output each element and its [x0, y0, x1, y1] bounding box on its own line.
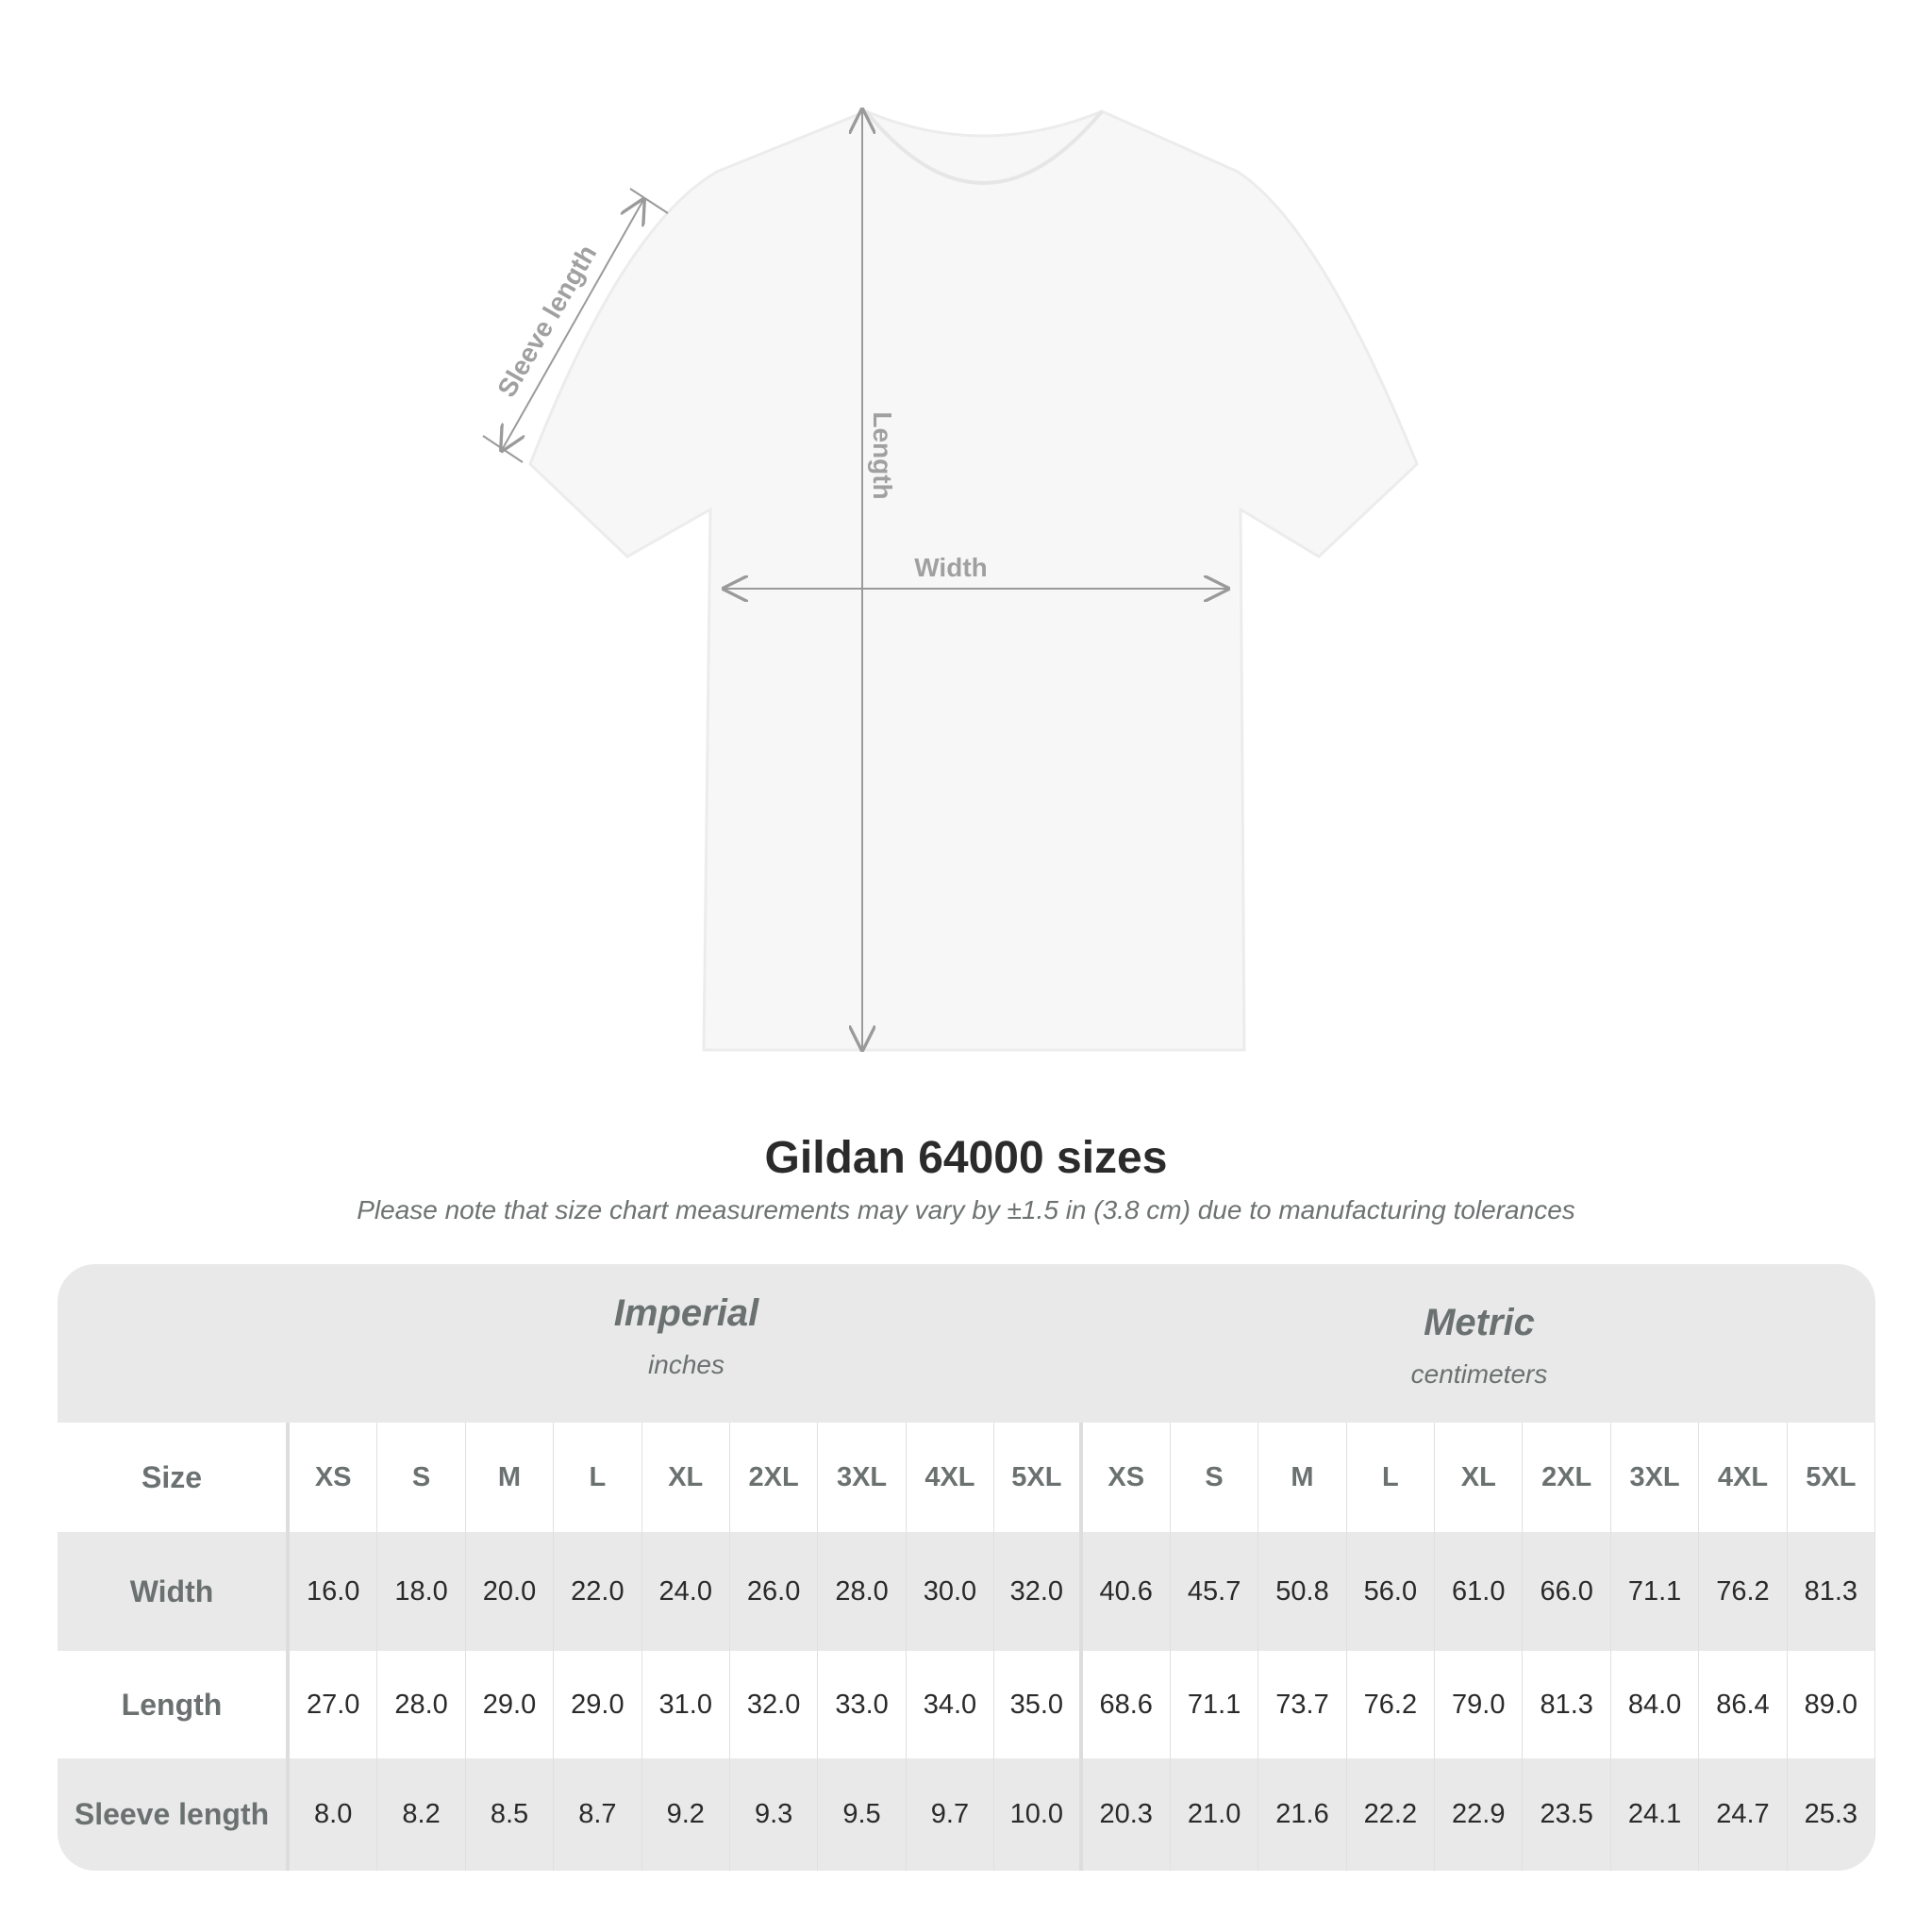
row-label: Length [58, 1651, 290, 1758]
size-header-cell: S [377, 1423, 466, 1532]
value-cell: 76.2 [1699, 1532, 1788, 1651]
sleeve-arrow [502, 200, 643, 450]
length-label: Length [868, 411, 897, 499]
size-header-cell: M [1258, 1423, 1347, 1532]
imperial-header: Imperial inches [613, 1292, 759, 1379]
size-header-row: Size XS S M L XL 2XL 3XL 4XL 5XL XS S M L XL 2XL 3XL 4XL 5… [58, 1423, 1875, 1532]
value-cell: 24.0 [642, 1532, 730, 1651]
metric-header: Metric centimeters [1410, 1302, 1548, 1389]
value-cell: 76.2 [1347, 1651, 1436, 1758]
value-cell: 8.0 [290, 1758, 378, 1871]
value-cell: 9.5 [818, 1758, 907, 1871]
value-cell: 45.7 [1171, 1532, 1259, 1651]
size-header-cell: 3XL [1611, 1423, 1700, 1532]
table-row: Length 27.0 28.0 29.0 29.0 31.0 32.0 33.0 34.0 35… [58, 1651, 1875, 1758]
size-header-cell: 2XL [730, 1423, 819, 1532]
table-row: Sleeve length 8.0 8.2 8.5 8.7 9.2 9.3 9.5 9.7 10.… [58, 1758, 1875, 1871]
value-cell: 73.7 [1258, 1651, 1347, 1758]
value-cell: 66.0 [1523, 1532, 1611, 1651]
size-table: Imperial inches Metric centimeters Size X… [58, 1264, 1875, 1871]
value-cell: 29.0 [554, 1651, 642, 1758]
value-cell: 26.0 [730, 1532, 819, 1651]
tshirt-diagram: Length Width Sleeve length [482, 0, 1419, 1094]
value-cell: 28.0 [377, 1651, 466, 1758]
value-cell: 33.0 [818, 1651, 907, 1758]
value-cell: 79.0 [1435, 1651, 1524, 1758]
size-header-cell: L [1347, 1423, 1436, 1532]
value-cell: 24.1 [1611, 1758, 1700, 1871]
collar [864, 109, 1104, 185]
value-cell: 84.0 [1611, 1651, 1700, 1758]
value-cell: 9.7 [907, 1758, 995, 1871]
value-cell: 50.8 [1258, 1532, 1347, 1651]
page-title: Gildan 64000 sizes [764, 1133, 1168, 1183]
size-header-cell: 3XL [818, 1423, 907, 1532]
size-header-cell: L [554, 1423, 642, 1532]
value-cell: 27.0 [290, 1651, 378, 1758]
value-cell: 28.0 [818, 1532, 907, 1651]
value-cell: 20.0 [466, 1532, 555, 1651]
value-cell: 40.6 [1083, 1532, 1171, 1651]
value-cell: 56.0 [1347, 1532, 1436, 1651]
value-cell: 89.0 [1788, 1651, 1875, 1758]
size-header-cell: 4XL [1699, 1423, 1788, 1532]
size-header-cell: 4XL [907, 1423, 995, 1532]
size-header-cell: 5XL [1788, 1423, 1875, 1532]
value-cell: 32.0 [730, 1651, 819, 1758]
row-label: Sleeve length [58, 1758, 290, 1871]
value-cell: 23.5 [1523, 1758, 1611, 1871]
size-header-cell: S [1171, 1423, 1259, 1532]
value-cell: 8.7 [554, 1758, 642, 1871]
value-cell: 18.0 [377, 1532, 466, 1651]
size-header-cell: XL [642, 1423, 730, 1532]
value-cell: 22.0 [554, 1532, 642, 1651]
value-cell: 71.1 [1171, 1651, 1259, 1758]
value-cell: 9.3 [730, 1758, 819, 1871]
value-cell: 8.5 [466, 1758, 555, 1871]
size-header-cell: XS [290, 1423, 378, 1532]
size-header-cell: 5XL [994, 1423, 1083, 1532]
value-cell: 9.2 [642, 1758, 730, 1871]
width-label: Width [914, 553, 988, 582]
value-cell: 16.0 [290, 1532, 378, 1651]
value-cell: 20.3 [1083, 1758, 1171, 1871]
value-cell: 10.0 [994, 1758, 1083, 1871]
size-header-cell: XS [1083, 1423, 1171, 1532]
value-cell: 21.0 [1171, 1758, 1259, 1871]
tolerance-note: Please note that size chart measurements… [357, 1195, 1575, 1224]
table-row: Width 16.0 18.0 20.0 22.0 24.0 26.0 28.0 30.0 32.… [58, 1532, 1875, 1651]
value-cell: 71.1 [1611, 1532, 1700, 1651]
size-header-cell: XL [1435, 1423, 1524, 1532]
row-label: Width [58, 1532, 290, 1651]
value-cell: 21.6 [1258, 1758, 1347, 1871]
value-cell: 35.0 [994, 1651, 1083, 1758]
size-header-cell: 2XL [1523, 1423, 1611, 1532]
value-cell: 86.4 [1699, 1651, 1788, 1758]
value-cell: 29.0 [466, 1651, 555, 1758]
size-header-cell: M [466, 1423, 555, 1532]
row-label: Size [58, 1423, 290, 1532]
value-cell: 25.3 [1788, 1758, 1875, 1871]
value-cell: 22.2 [1347, 1758, 1436, 1871]
value-cell: 30.0 [907, 1532, 995, 1651]
value-cell: 8.2 [377, 1758, 466, 1871]
value-cell: 68.6 [1083, 1651, 1171, 1758]
value-cell: 32.0 [994, 1532, 1083, 1651]
value-cell: 81.3 [1523, 1651, 1611, 1758]
table-header-band [58, 1264, 1875, 1423]
value-cell: 31.0 [642, 1651, 730, 1758]
value-cell: 61.0 [1435, 1532, 1524, 1651]
value-cell: 81.3 [1788, 1532, 1875, 1651]
value-cell: 34.0 [907, 1651, 995, 1758]
value-cell: 24.7 [1699, 1758, 1788, 1871]
value-cell: 22.9 [1435, 1758, 1524, 1871]
